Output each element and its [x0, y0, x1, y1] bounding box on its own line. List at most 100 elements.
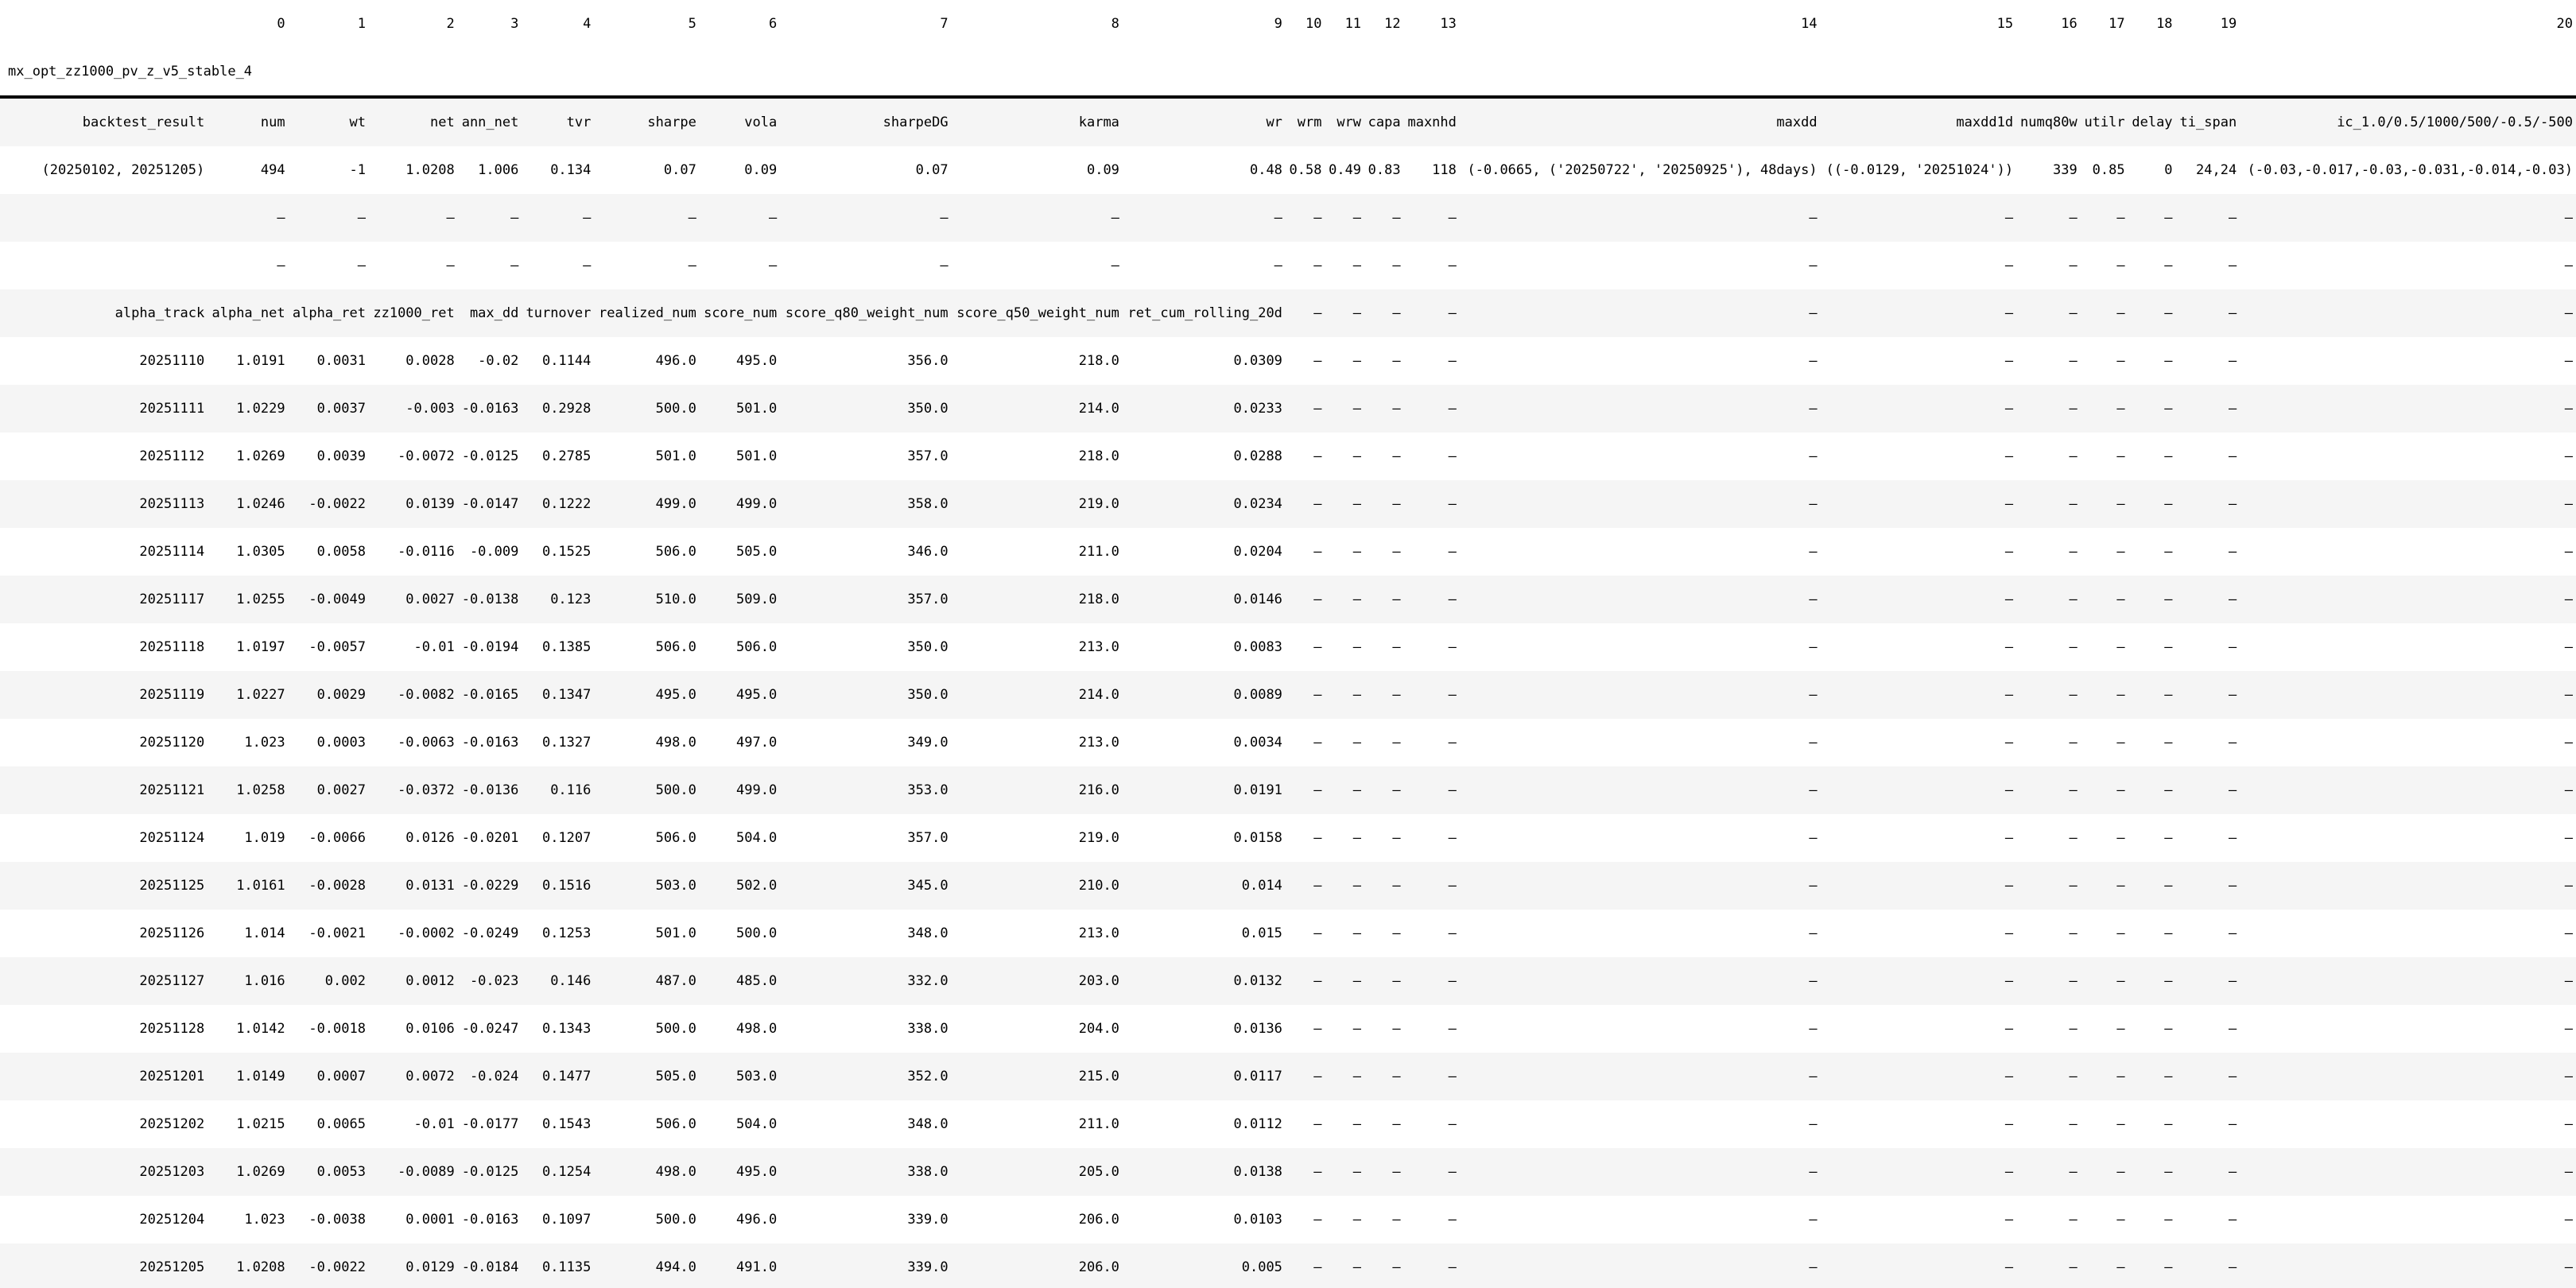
cell: -0.01 [368, 623, 458, 671]
nan-dash: — [1403, 480, 1460, 528]
table-row: 20251204 1.023 -0.0038 0.0001 -0.0163 0.1097 5… [0, 1196, 2576, 1243]
cell: 210.0 [951, 862, 1123, 910]
nan-dash: — [288, 194, 369, 242]
nan-dash: — [1285, 385, 1325, 433]
nan-dash: — [780, 194, 952, 242]
nan-dash: — [1364, 671, 1404, 719]
column-index-label: 2 [368, 0, 458, 48]
cell: 203.0 [951, 957, 1123, 1005]
nan-dash: — [2016, 623, 2081, 671]
nan-dash: — [1459, 385, 1821, 433]
table-title: mx_opt_zz1000_pv_z_v5_stable_4 [0, 48, 2576, 97]
table-row: 20251114 1.0305 0.0058 -0.0116 -0.009 0.1525 5… [0, 528, 2576, 576]
cell: 0.0072 [368, 1053, 458, 1100]
column-index-label: 3 [457, 0, 522, 48]
nan-dash: — [2128, 719, 2176, 766]
nan-dash: — [2240, 1243, 2576, 1288]
column-header: ti_span [2175, 95, 2240, 146]
cell: 24,24 [2175, 146, 2240, 194]
nan-dash: — [1285, 480, 1325, 528]
cell: max_dd [457, 289, 522, 337]
nan-dash: — [2128, 1053, 2176, 1100]
nan-dash: — [1285, 957, 1325, 1005]
cell: 506.0 [594, 1100, 700, 1148]
nan-dash: — [1285, 766, 1325, 814]
nan-dash: — [2240, 480, 2576, 528]
nan-dash: — [2240, 1148, 2576, 1196]
nan-dash: — [1459, 337, 1821, 385]
column-header: wrm [1285, 95, 1325, 146]
cell: 0.83 [1364, 146, 1404, 194]
cell: 504.0 [699, 814, 781, 862]
nan-dash: — [2128, 1243, 2176, 1288]
nan-dash: — [1364, 1243, 1404, 1288]
nan-dash: — [1364, 385, 1404, 433]
cell: -0.0147 [457, 480, 522, 528]
cell: 1.0255 [208, 576, 289, 623]
cell: 0.014 [1122, 862, 1286, 910]
cell: 1.0246 [208, 480, 289, 528]
row-label: 20251110 [0, 337, 208, 385]
nan-dash: — [1285, 1148, 1325, 1196]
nan-dash: — [699, 242, 781, 289]
nan-dash: — [2175, 480, 2240, 528]
nan-dash: — [2128, 910, 2176, 957]
row-label: 20251111 [0, 385, 208, 433]
nan-dash: — [2080, 719, 2128, 766]
nan-dash: — [2080, 385, 2128, 433]
nan-dash: — [1820, 576, 2017, 623]
cell: 0.0131 [368, 862, 458, 910]
nan-dash: — [1459, 289, 1821, 337]
column-index-label: 10 [1285, 0, 1325, 48]
nan-dash: — [1364, 910, 1404, 957]
cell: 348.0 [780, 1100, 952, 1148]
nan-dash: — [457, 242, 522, 289]
nan-dash: — [1325, 1243, 1365, 1288]
nan-dash: — [1285, 814, 1325, 862]
nan-dash: — [1459, 194, 1821, 242]
cell: 0.0129 [368, 1243, 458, 1288]
cell: -0.0082 [368, 671, 458, 719]
cell: 350.0 [780, 385, 952, 433]
column-index-label: 0 [208, 0, 289, 48]
nan-dash: — [1285, 862, 1325, 910]
cell: 501.0 [699, 385, 781, 433]
cell: 0.1343 [522, 1005, 595, 1053]
row-label: 20251124 [0, 814, 208, 862]
cell: 1.0197 [208, 623, 289, 671]
nan-dash: — [457, 194, 522, 242]
column-header: sharpeDG [780, 95, 952, 146]
cell: 0.09 [699, 146, 781, 194]
cell: 0.123 [522, 576, 595, 623]
table-row: 20251201 1.0149 0.0007 0.0072 -0.024 0.1477 50… [0, 1053, 2576, 1100]
row-label: alpha_track [0, 289, 208, 337]
table-row: alpha_track alpha_net alpha_ret zz1000_ret m… [0, 289, 2576, 337]
cell: 1.0229 [208, 385, 289, 433]
nan-dash: — [1325, 671, 1365, 719]
nan-dash: — [1459, 1196, 1821, 1243]
nan-dash: — [1403, 862, 1460, 910]
cell: 496.0 [594, 337, 700, 385]
cell: 504.0 [699, 1100, 781, 1148]
nan-dash: — [2175, 910, 2240, 957]
cell: 1.0142 [208, 1005, 289, 1053]
nan-dash: — [1325, 337, 1365, 385]
cell: 0.0204 [1122, 528, 1286, 576]
cell: 206.0 [951, 1196, 1123, 1243]
nan-dash: — [1325, 480, 1365, 528]
nan-dash: — [2128, 671, 2176, 719]
cell: 0.0309 [1122, 337, 1286, 385]
cell: 506.0 [699, 623, 781, 671]
nan-dash: — [2175, 957, 2240, 1005]
cell: (-0.0665, ('20250722', '20250925'), 48da… [1459, 146, 1821, 194]
nan-dash: — [2080, 957, 2128, 1005]
row-label: 20251204 [0, 1196, 208, 1243]
cell: -0.0066 [288, 814, 369, 862]
cell: 353.0 [780, 766, 952, 814]
nan-dash: — [2080, 1243, 2128, 1288]
nan-dash: — [2128, 480, 2176, 528]
nan-dash: — [2128, 289, 2176, 337]
cell: 1.023 [208, 1196, 289, 1243]
cell: 0.005 [1122, 1243, 1286, 1288]
cell: -0.0057 [288, 623, 369, 671]
